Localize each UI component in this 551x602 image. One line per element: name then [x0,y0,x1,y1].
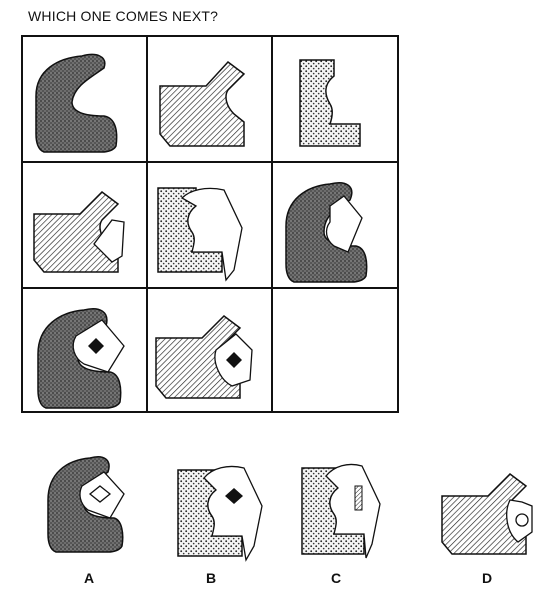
white-card [325,195,363,253]
cell-1-3 [299,59,361,147]
cell-2-3 [285,182,368,283]
option-c-label[interactable]: C [331,570,342,586]
bracket-shape [299,59,361,147]
option-a-label[interactable]: A [84,570,95,586]
notch-shape [33,191,120,273]
cell-1-1 [35,53,118,153]
question-title: WHICH ONE COMES NEXT? [28,8,219,24]
cell-3-2 [155,315,253,399]
white-card [93,219,125,263]
hatched-bar [354,485,363,511]
notch-shape [159,60,246,147]
circle-mark [515,513,529,527]
cell-2-2 [157,187,243,282]
option-c-figure[interactable] [301,463,381,559]
black-diamond [226,352,242,368]
option-b-figure[interactable] [177,465,263,562]
option-a-figure[interactable] [47,456,125,553]
cell-3-3[interactable] [274,290,396,410]
option-d-label[interactable]: D [482,570,493,586]
hook-shape [47,456,124,553]
white-card [180,187,243,282]
hook-shape [35,53,118,153]
hook-shape [37,308,122,409]
black-diamond [88,338,104,354]
cell-1-2 [159,60,246,147]
black-diamond [225,488,243,504]
white-card [203,465,263,562]
puzzle-grid [21,35,399,413]
option-d-figure[interactable] [441,473,533,555]
cell-3-1 [37,308,125,409]
empty-answer-slot [274,290,396,410]
cell-2-1 [33,191,125,273]
option-b-label[interactable]: B [206,570,217,586]
white-diamond [88,485,112,503]
white-card [325,463,381,559]
